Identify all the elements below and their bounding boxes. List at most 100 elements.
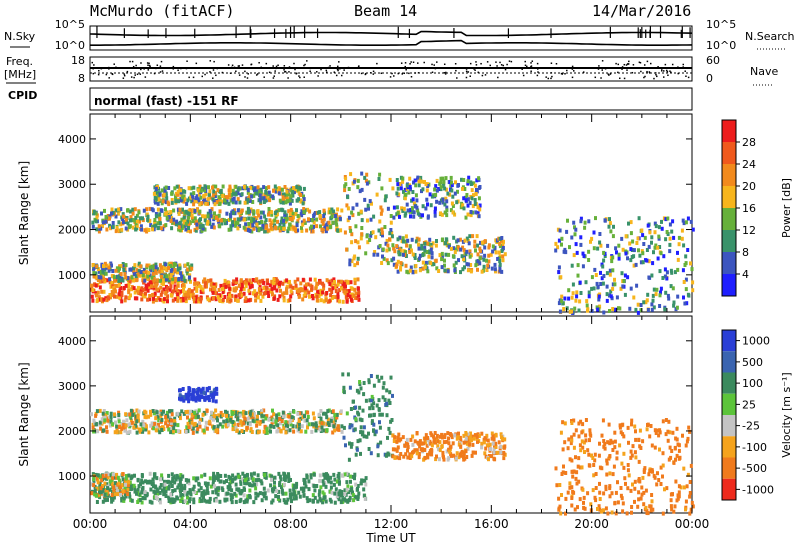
power-cell (180, 217, 184, 222)
power-ytick-label: 1000 (58, 269, 86, 282)
power-cell (234, 297, 237, 302)
power-cell (410, 248, 413, 253)
freq-dot (643, 76, 645, 79)
velocity-cell (234, 499, 238, 504)
velocity-cell (410, 454, 414, 459)
power-cell (124, 226, 128, 231)
power-cell (459, 270, 462, 275)
power-cell (272, 277, 276, 282)
power-cell (452, 246, 456, 251)
power-ytick-label: 2000 (58, 224, 86, 237)
velocity-cell (154, 495, 158, 499)
power-cell (183, 219, 187, 224)
velocity-cell (197, 386, 201, 391)
power-cell (295, 223, 299, 228)
velocity-cell (140, 473, 144, 477)
velocity-cell (104, 497, 108, 502)
power-cell (680, 236, 684, 241)
power-cell (239, 287, 243, 292)
power-cell (139, 270, 143, 275)
velocity-cell (110, 499, 114, 504)
velocity-cell (214, 408, 218, 413)
velocity-cell (226, 491, 230, 496)
power-cell (135, 219, 139, 224)
power-cell (145, 263, 149, 268)
power-cell (248, 285, 252, 290)
velocity-cell (378, 420, 381, 425)
power-cell (152, 227, 156, 232)
velocity-cell (221, 424, 225, 429)
velocity-cell (297, 490, 301, 495)
power-cell (645, 248, 649, 252)
power-cell (370, 231, 373, 236)
velocity-cell (214, 498, 218, 503)
power-cell (211, 296, 215, 300)
velocity-cell (237, 430, 241, 435)
freq-dot (144, 76, 147, 78)
velocity-cell (189, 492, 193, 497)
velocity-cell (423, 440, 427, 445)
power-cell (336, 298, 340, 303)
velocity-cell (185, 425, 189, 430)
velocity-cell (299, 486, 303, 491)
freq-dot (530, 62, 532, 64)
power-cell (201, 226, 205, 231)
power-cell (611, 282, 615, 287)
power-cell (444, 196, 448, 201)
power-cell (589, 239, 592, 244)
power-cell (118, 295, 122, 300)
freq-dot (237, 65, 240, 67)
velocity-cell (342, 390, 346, 395)
power-cell (412, 180, 415, 185)
power-cell (236, 221, 240, 226)
velocity-cell (447, 447, 451, 452)
freq-dot (192, 76, 195, 79)
power-cell (574, 298, 578, 303)
velocity-cell (170, 472, 174, 477)
power-cell (599, 282, 603, 286)
velocity-cell (312, 472, 316, 477)
power-cell (424, 182, 428, 187)
freq-dot (526, 65, 528, 68)
velocity-cell (202, 495, 205, 500)
power-cell (360, 232, 364, 237)
power-cell (273, 286, 277, 291)
power-cell (451, 204, 455, 208)
power-cell (426, 269, 430, 274)
velocity-cell (248, 483, 252, 488)
power-cell (420, 246, 424, 251)
power-cell (623, 273, 627, 278)
power-cell (227, 227, 231, 232)
power-cell (267, 207, 271, 211)
power-cell (640, 249, 644, 254)
power-cell (399, 186, 403, 191)
velocity-cell (297, 426, 301, 431)
velocity-cell (188, 409, 192, 414)
velocity-cell (98, 490, 101, 495)
power-cell (184, 293, 188, 297)
power-cell (370, 201, 373, 206)
power-cell (126, 208, 130, 213)
velocity-cell (408, 452, 412, 457)
power-cell (494, 238, 498, 243)
noise-tick-bottom-right: 10^0 (706, 39, 736, 52)
power-cell (354, 295, 357, 300)
velocity-cell (197, 408, 201, 413)
power-cell (385, 238, 389, 243)
freq-dot (443, 63, 446, 66)
velocity-cell (140, 487, 144, 492)
velocity-cell (204, 425, 208, 430)
power-cell (156, 226, 160, 231)
power-cell (460, 177, 463, 182)
power-cell (139, 291, 143, 296)
power-cell (629, 247, 633, 252)
velocity-cell (385, 401, 389, 406)
power-cell (421, 187, 425, 192)
velocity-cell (352, 399, 355, 404)
power-cell (501, 254, 505, 259)
velocity-cell (101, 484, 104, 488)
power-cell (129, 293, 132, 298)
velocity-cell (262, 429, 266, 434)
power-cell (211, 214, 215, 219)
power-cell (283, 210, 287, 215)
